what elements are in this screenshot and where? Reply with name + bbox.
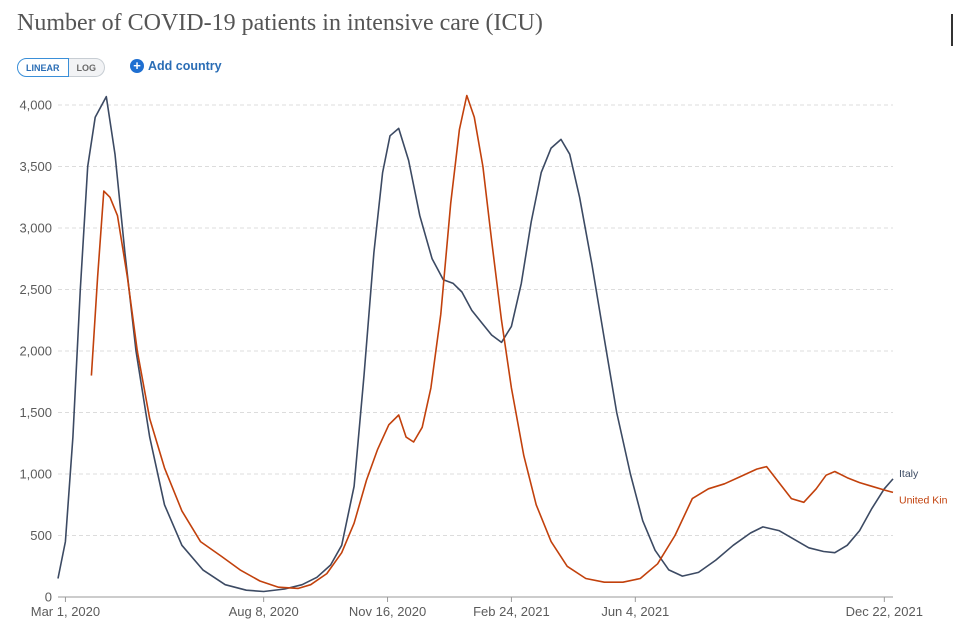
log-scale-button[interactable]: LOG [68,58,105,77]
x-axis: Mar 1, 2020 Aug 8, 2020 Nov 16, 2020 Feb 24… [31,596,923,619]
series-label: United Kin [899,494,948,506]
text-cursor-bar [951,14,953,46]
y-tick-label: 2,500 [19,282,52,297]
y-tick-label: 2,000 [19,344,52,359]
y-tick-label: 1,000 [19,467,52,482]
x-tick-label: Nov 16, 2020 [349,604,426,619]
scale-toggle: LINEAR LOG [17,58,105,77]
add-country-label: Add country [148,59,222,73]
plus-circle-icon: + [130,59,144,73]
series-labels: Italy United Kin [899,468,948,507]
series-line-united-kingdom [90,94,894,590]
chart-title: Number of COVID-19 patients in intensive… [17,10,543,36]
linear-scale-button[interactable]: LINEAR [17,58,69,77]
series-line-italy [57,95,894,593]
y-tick-label: 1,500 [19,405,52,420]
add-country-button[interactable]: + Add country [130,59,222,73]
y-tick-label: 500 [30,528,52,543]
x-tick-label: Jun 4, 2021 [601,604,669,619]
x-tick-label: Feb 24, 2021 [473,604,550,619]
y-tick-label: 3,500 [19,159,52,174]
x-tick-label: Dec 22, 2021 [846,604,923,619]
y-tick-label: 3,000 [19,221,52,236]
x-tick-label: Aug 8, 2020 [229,604,299,619]
grid-lines [58,104,893,536]
y-tick-label: 4,000 [19,98,52,113]
series-lines [57,94,894,593]
y-tick-label: 0 [45,590,52,605]
y-axis: 0 500 1,000 1,500 2,000 2,500 3,000 3,500 4,000 [19,98,52,605]
x-tick-label: Mar 1, 2020 [31,604,100,619]
series-label: Italy [899,468,919,480]
